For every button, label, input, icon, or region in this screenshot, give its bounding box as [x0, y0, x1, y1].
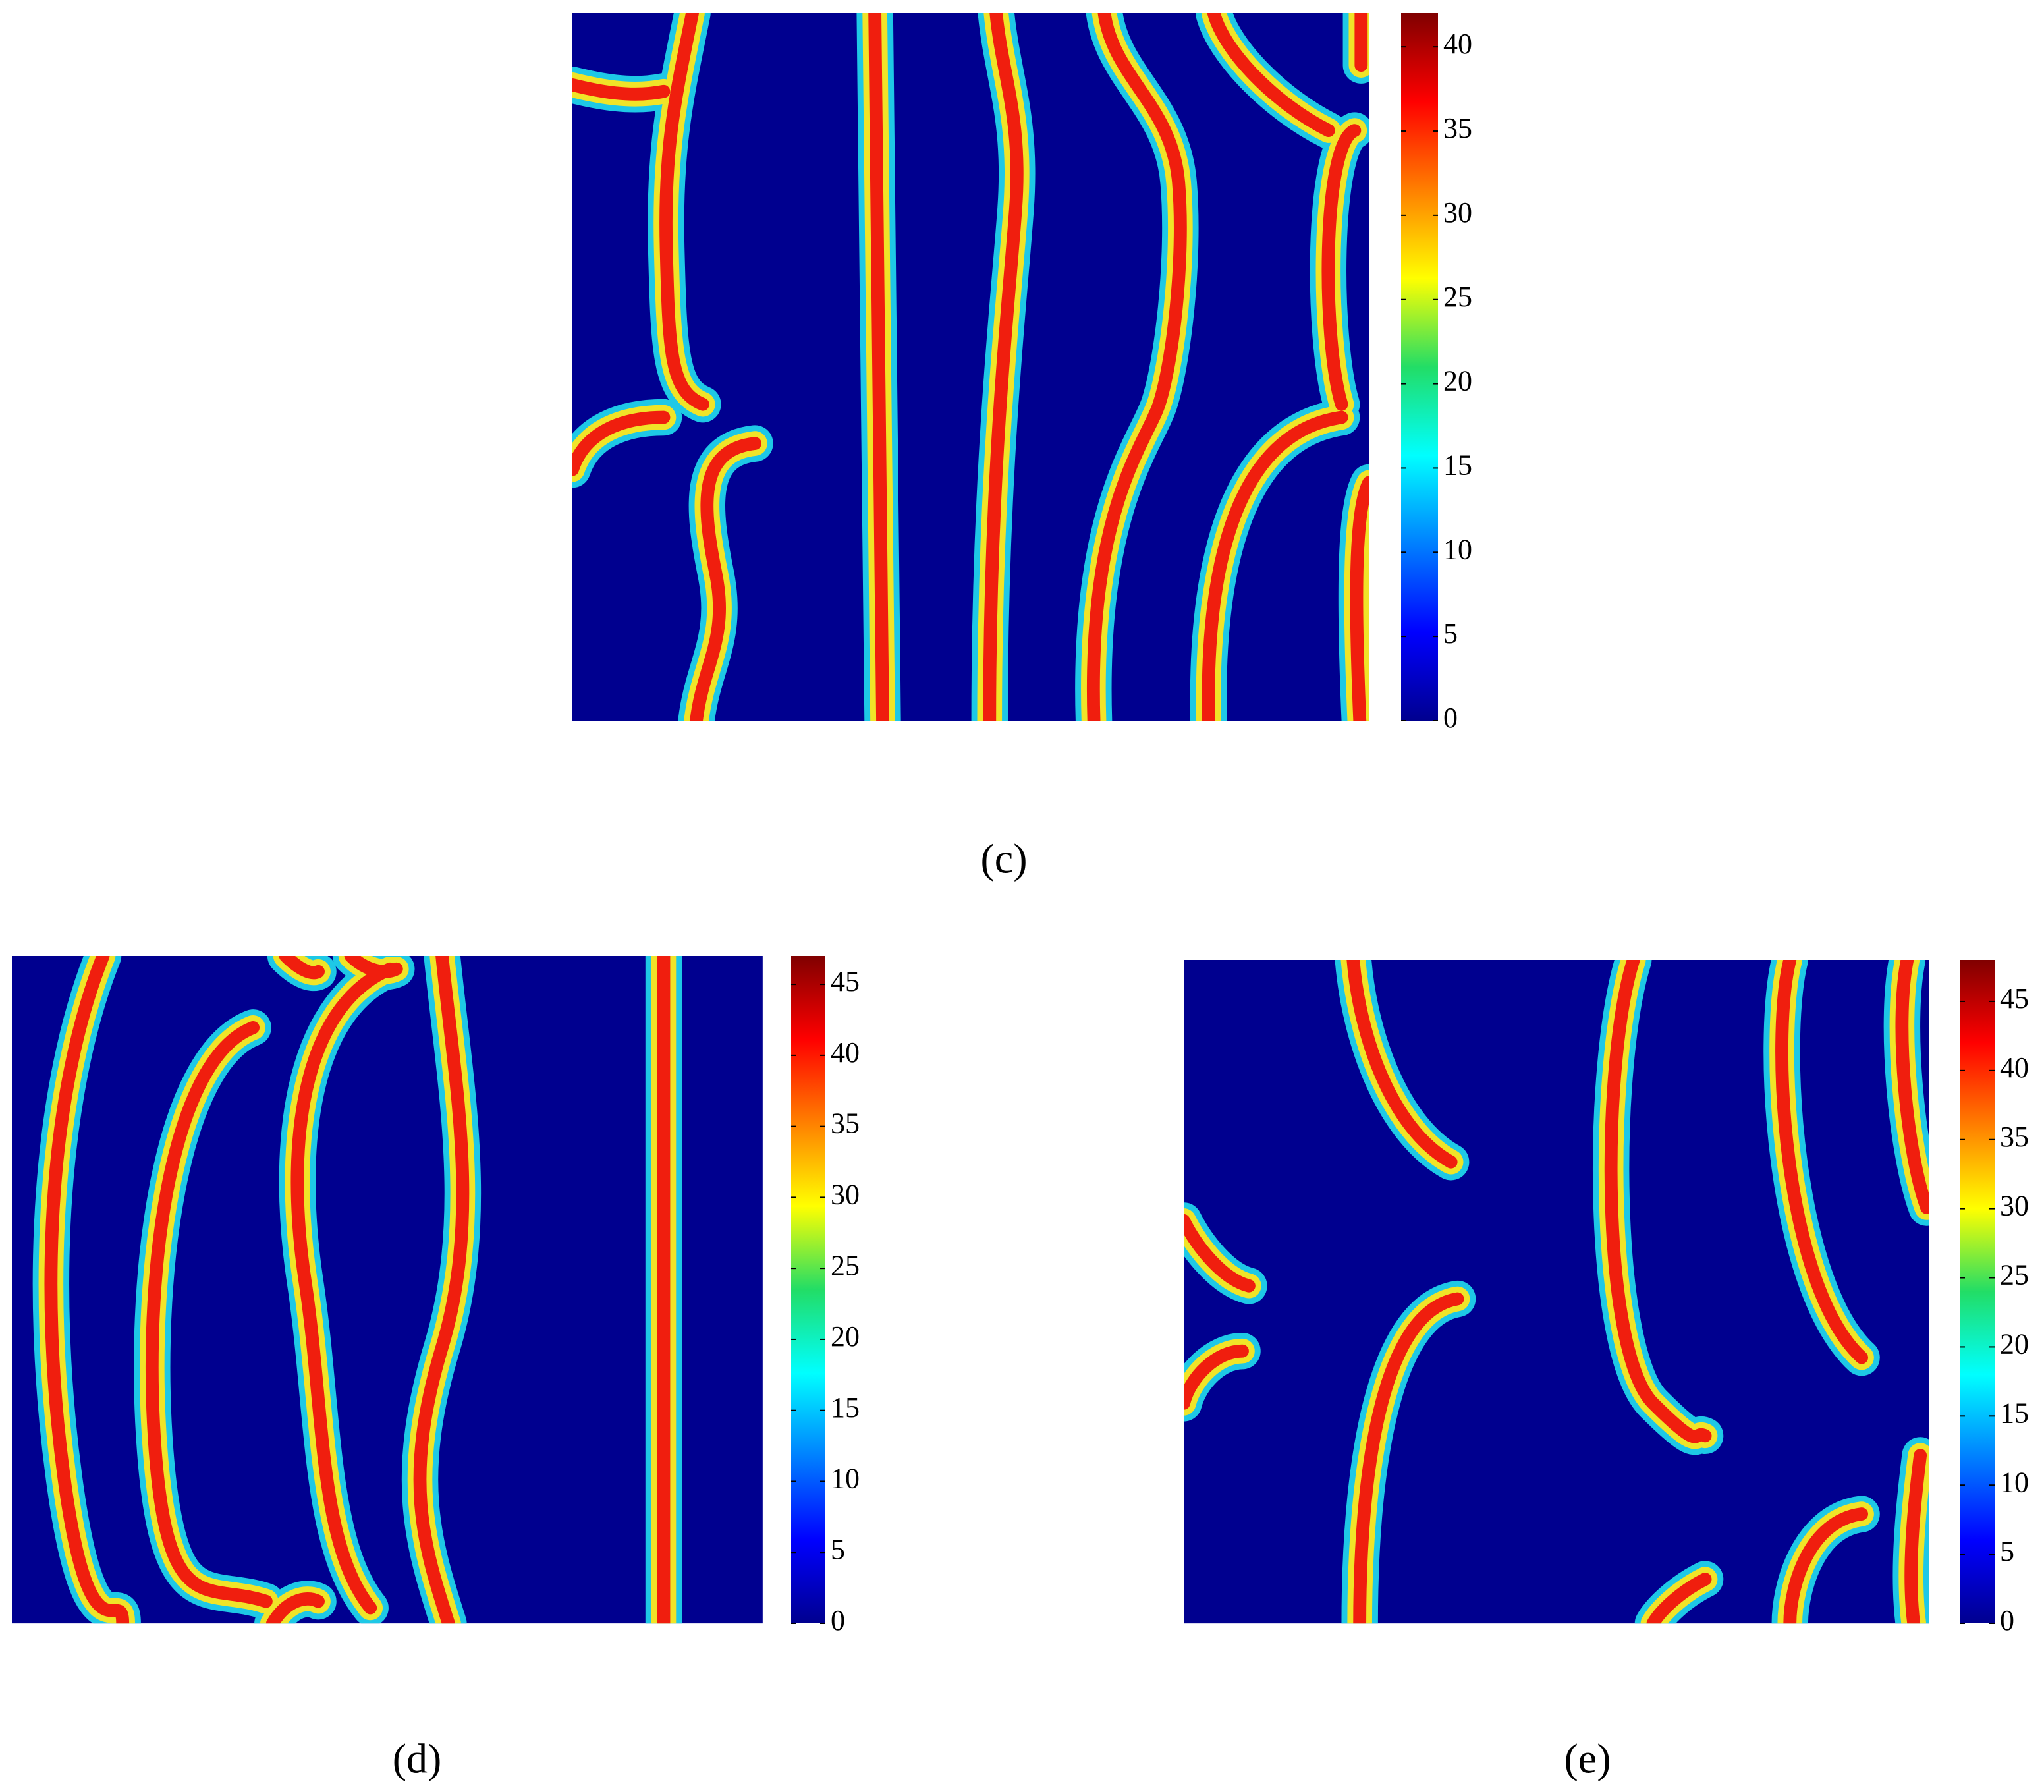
stripe-inner: [44, 956, 130, 1624]
colorbar-tick-label: 45: [831, 965, 860, 997]
colorbar-tick-label: 5: [2000, 1535, 2014, 1567]
stripe-inner: [1321, 124, 1362, 411]
stripe-inner: [1086, 13, 1187, 721]
stripe-inner: [1646, 1573, 1712, 1624]
stripe-inner: [1184, 1214, 1256, 1293]
panel-label: (e): [1564, 1735, 1611, 1782]
colorbar-tick-label: 35: [831, 1107, 860, 1140]
colorbar-tick-label: 10: [2000, 1466, 2029, 1498]
colorbar-tick-label: 0: [831, 1604, 845, 1637]
panel-label: (c): [980, 835, 1027, 882]
colorbar-tick-label: 5: [831, 1533, 845, 1565]
stripe-inner: [1783, 1507, 1868, 1624]
stripe-inner: [659, 13, 709, 411]
stripes: [1184, 960, 1929, 1624]
colorbar-tick-label: 30: [1443, 196, 1472, 229]
stripe-inner: [1895, 960, 1929, 1214]
stripe-inner: [1184, 1344, 1249, 1410]
stripe-inner: [690, 437, 761, 721]
stripe-inner: [1202, 410, 1348, 721]
colorbar-tick-label: 5: [1443, 617, 1458, 650]
colorbar-tick-label: 30: [2000, 1190, 2029, 1222]
colorbar-tick-label: 40: [1443, 28, 1472, 60]
colorbar: [1960, 960, 1995, 1623]
stripes: [572, 13, 1369, 721]
colorbar-tick-label: 25: [1443, 281, 1472, 313]
heatmap-field: [572, 13, 1369, 721]
stripe-inner: [572, 78, 671, 101]
colorbar-tick-label: 10: [1443, 533, 1472, 565]
stripe-inner: [983, 13, 1024, 721]
colorbar-tick-label: 10: [831, 1463, 860, 1495]
stripe-inner: [1775, 960, 1868, 1364]
panel-label: (d): [393, 1735, 442, 1782]
colorbar-tick-label: 15: [2000, 1397, 2029, 1429]
stripe-inner: [1353, 1292, 1464, 1624]
colorbar-tick-label: 0: [1443, 702, 1458, 734]
colorbar-tick-label: 35: [2000, 1121, 2029, 1153]
stripe-inner: [1604, 960, 1712, 1443]
colorbar-tick-label: 45: [2000, 982, 2029, 1015]
colorbar-tick-label: 20: [831, 1320, 860, 1353]
heatmap-field: [12, 956, 763, 1624]
stripe-inner: [1207, 13, 1335, 138]
colorbar-tick-label: 40: [2000, 1051, 2029, 1084]
stripes: [32, 956, 682, 1624]
stripe-inner: [265, 1592, 325, 1624]
stripe-inner: [1350, 476, 1369, 721]
colorbar-tick-label: 25: [831, 1249, 860, 1281]
colorbar: [791, 956, 825, 1623]
colorbar: [1401, 13, 1438, 721]
stripe-inner: [572, 410, 671, 476]
stripe-inner: [290, 962, 397, 1615]
colorbar-tick-label: 40: [831, 1036, 860, 1069]
colorbar-tick-label: 20: [2000, 1328, 2029, 1360]
stripe-inner: [868, 13, 889, 721]
stripe-inner: [413, 956, 470, 1624]
colorbar-tick-label: 20: [1443, 365, 1472, 397]
stripe-inner: [344, 956, 403, 978]
colorbar-tick-label: 15: [831, 1391, 860, 1424]
stripe-inner: [1346, 960, 1458, 1169]
colorbar-tick-label: 30: [831, 1178, 860, 1210]
stripe-inner: [1904, 1449, 1927, 1624]
colorbar-tick-label: 0: [2000, 1604, 2014, 1637]
colorbar-tick-label: 35: [1443, 112, 1472, 144]
colorbar-tick-label: 15: [1443, 449, 1472, 482]
stripe-inner: [279, 956, 325, 980]
heatmap-field: [1184, 960, 1929, 1624]
stripe-inner: [146, 1021, 273, 1608]
colorbar-tick-label: 25: [2000, 1259, 2029, 1291]
